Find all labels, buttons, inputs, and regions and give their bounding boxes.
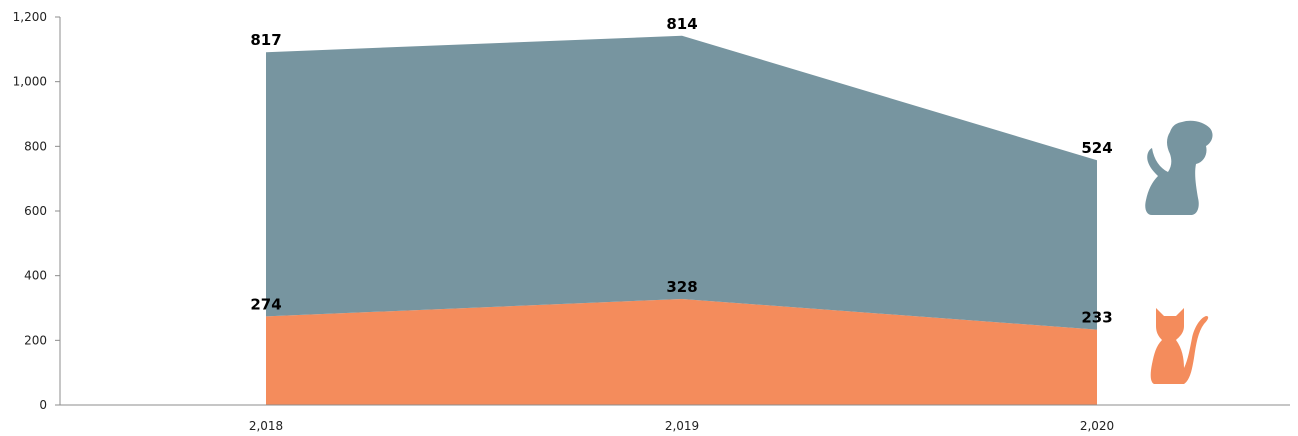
y-tick-label: 1,200: [13, 10, 47, 24]
area-series-dog: [266, 35, 1097, 330]
x-tick-label: 2,020: [1080, 419, 1114, 433]
y-tick-label: 600: [24, 204, 47, 218]
y-tick-label: 200: [24, 333, 47, 347]
data-label: 328: [666, 278, 697, 296]
data-label: 524: [1081, 139, 1112, 157]
x-tick-label: 2,019: [665, 419, 699, 433]
cat-icon-shape: [1150, 308, 1209, 384]
y-tick-label: 800: [24, 139, 47, 153]
y-tick-label: 0: [39, 398, 47, 412]
cat-icon: [1150, 308, 1209, 384]
y-tick-label: 1,000: [13, 75, 47, 89]
x-tick-label: 2,018: [249, 419, 283, 433]
area-series-group: [266, 35, 1097, 405]
data-label: 274: [250, 295, 281, 313]
y-tick-label: 400: [24, 269, 47, 283]
x-axis-ticks: 2,018 2,019 2,020: [249, 419, 1114, 433]
dog-icon: [1145, 120, 1213, 215]
data-label: 817: [250, 31, 281, 49]
data-labels-group: 274 328 233 817 814 524: [250, 15, 1112, 327]
dog-icon-shape: [1145, 120, 1213, 215]
data-label: 233: [1081, 309, 1112, 327]
area-series-cat: [266, 298, 1097, 405]
data-label: 814: [666, 15, 697, 33]
y-axis-ticks: 0 200 400 600 800 1,000 1,200: [13, 10, 60, 412]
